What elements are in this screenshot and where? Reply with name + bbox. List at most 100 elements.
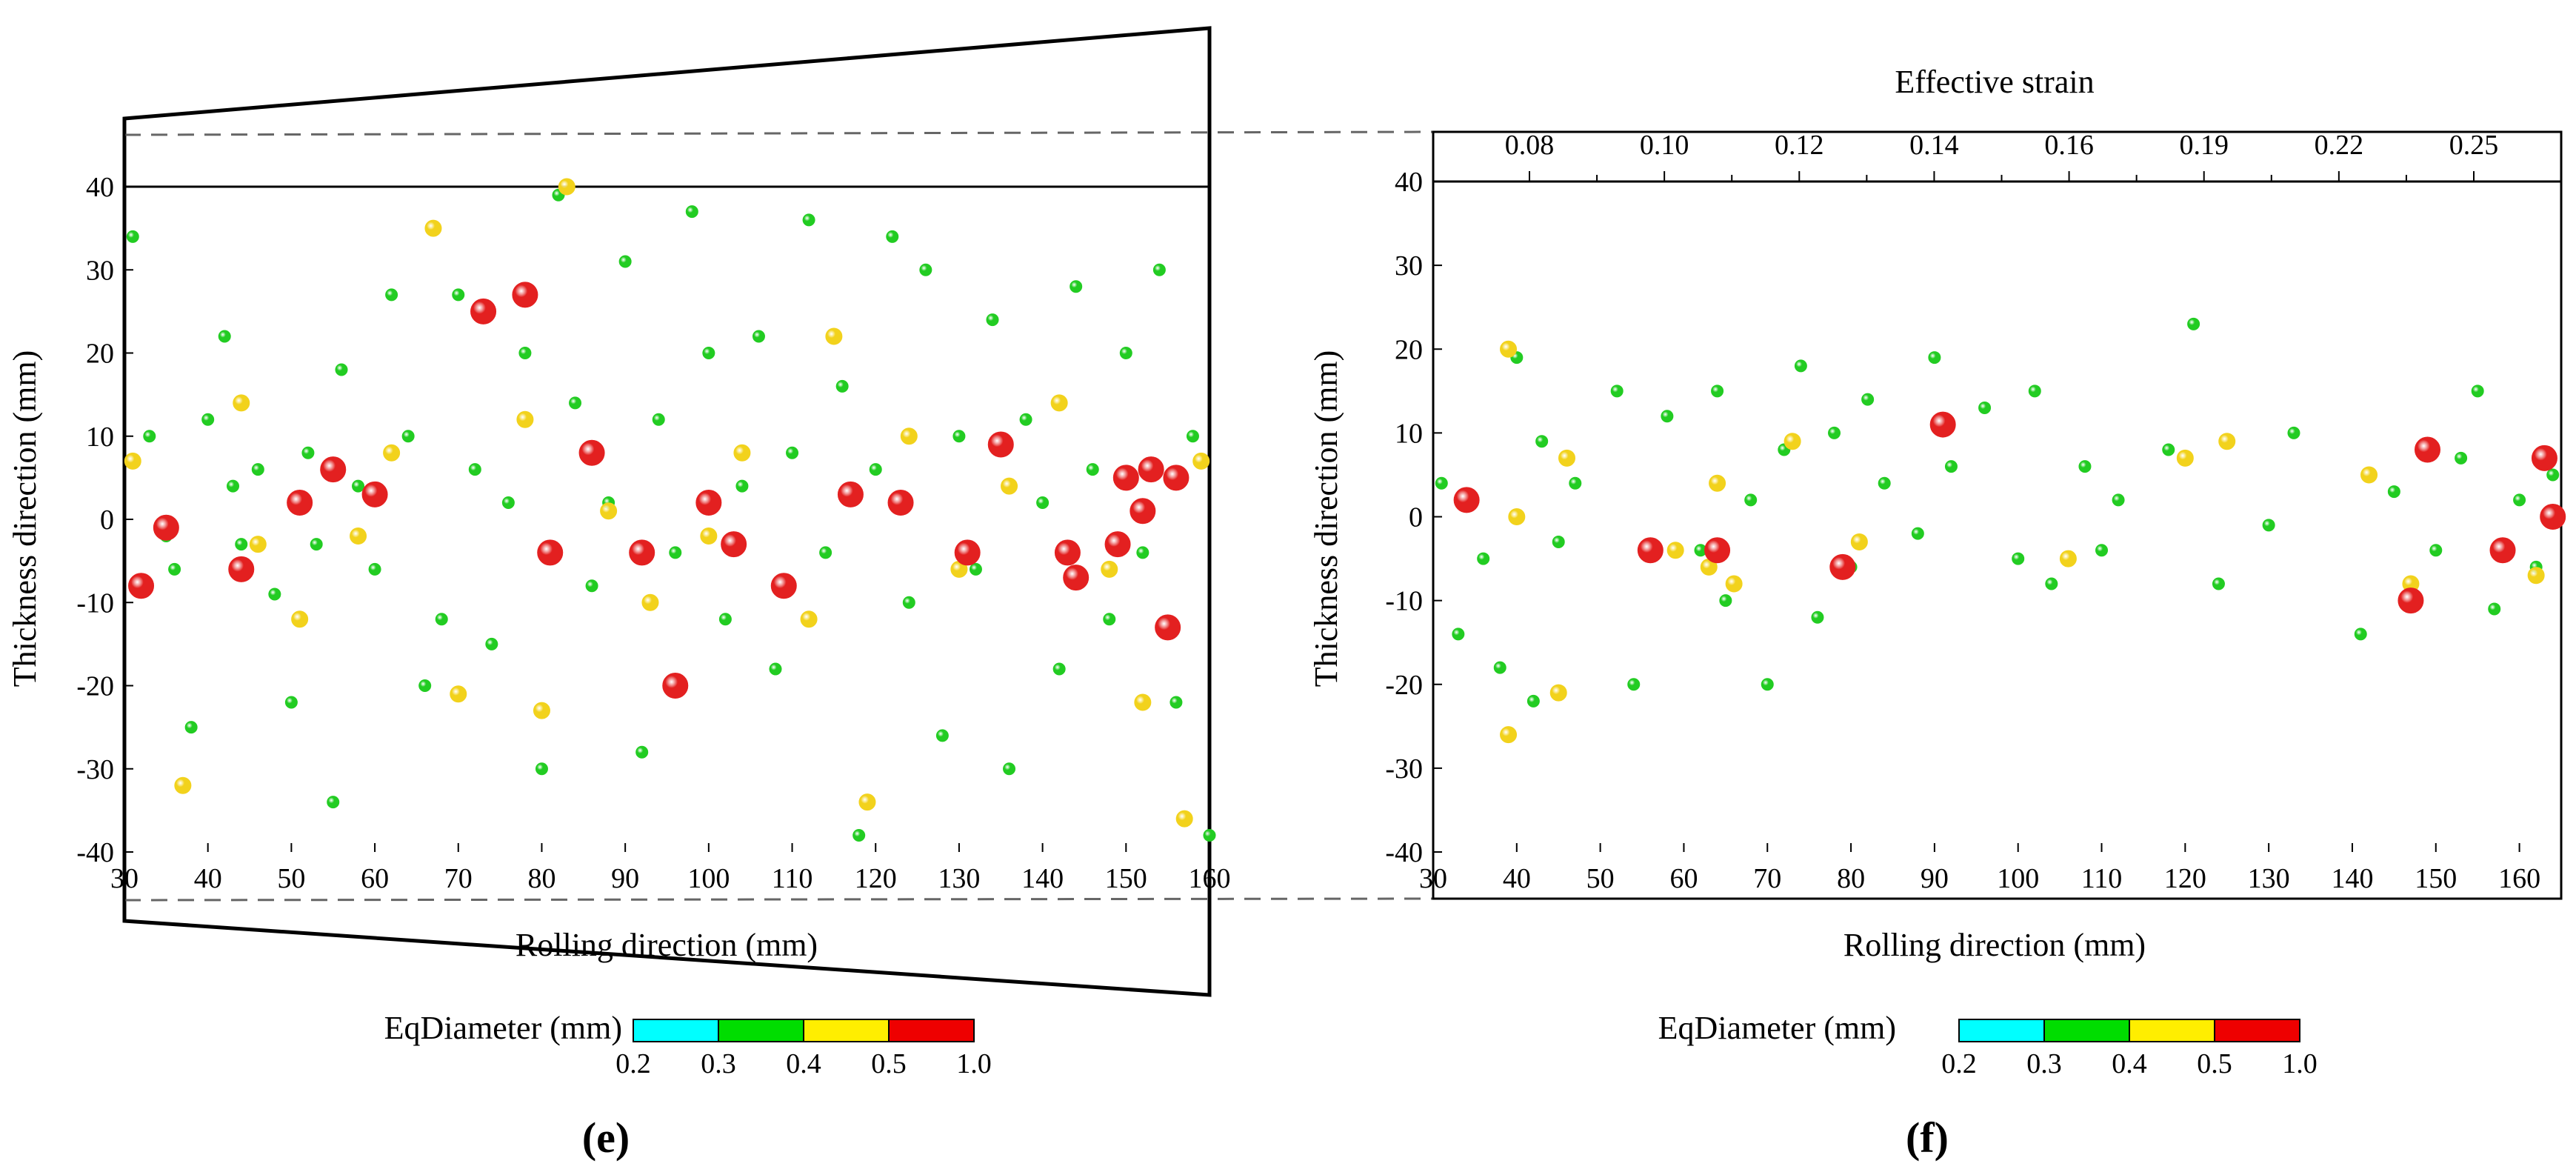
data-point xyxy=(1535,435,1549,448)
data-point xyxy=(327,796,340,809)
data-point xyxy=(2471,385,2484,398)
data-point xyxy=(301,446,315,459)
y-tick-label: 10 xyxy=(86,422,114,453)
data-point xyxy=(227,479,239,493)
plot-f-frame xyxy=(1432,130,2563,900)
data-point xyxy=(1637,537,1664,564)
data-point xyxy=(2028,385,2041,398)
x-tick-label: 50 xyxy=(1586,863,1615,894)
data-point xyxy=(641,593,659,611)
data-point xyxy=(1610,385,1624,398)
data-point xyxy=(578,439,605,466)
data-point xyxy=(2095,544,2109,557)
data-point xyxy=(235,538,248,551)
data-point xyxy=(1709,474,1726,492)
data-point xyxy=(1019,413,1032,426)
colorbar-swatch xyxy=(1958,1019,2045,1042)
data-point xyxy=(1978,401,1992,414)
y-tick-label: 0 xyxy=(100,505,114,536)
data-point xyxy=(2398,588,2424,614)
data-point xyxy=(485,637,498,650)
data-point xyxy=(468,463,481,476)
data-point xyxy=(352,479,365,493)
data-point xyxy=(535,762,548,776)
data-point xyxy=(1508,508,1526,525)
x-tick-label: 100 xyxy=(1997,863,2039,894)
data-point xyxy=(770,573,797,599)
x-tick-label: 90 xyxy=(611,863,639,894)
data-point xyxy=(825,327,843,345)
x-tick-label: 40 xyxy=(1503,863,1531,894)
data-point xyxy=(2287,426,2300,439)
data-point xyxy=(733,444,751,462)
data-point xyxy=(1036,496,1050,510)
x-tick-label: 30 xyxy=(110,863,139,894)
x-tick-label: 80 xyxy=(1837,863,1865,894)
colorbar-swatch xyxy=(2129,1019,2215,1042)
data-point xyxy=(569,396,582,410)
data-point xyxy=(251,463,264,476)
data-point xyxy=(902,596,915,609)
x-tick-label: 80 xyxy=(527,863,555,894)
x-tick-label: 120 xyxy=(855,863,897,894)
data-point xyxy=(819,546,832,559)
data-point xyxy=(512,282,538,308)
x-tick-label: 40 xyxy=(194,863,222,894)
data-point xyxy=(2218,433,2236,450)
x-tick-label: 70 xyxy=(444,863,473,894)
data-point xyxy=(987,431,1014,458)
data-point xyxy=(2387,485,2400,499)
x-tick-label: 100 xyxy=(687,863,730,894)
data-point xyxy=(184,721,198,734)
data-point xyxy=(800,610,818,628)
data-point xyxy=(1811,610,1824,624)
data-point xyxy=(1719,594,1732,608)
data-point xyxy=(1500,340,1518,358)
data-point xyxy=(1928,351,1941,365)
data-point xyxy=(1944,460,1958,473)
data-point xyxy=(1104,531,1131,558)
colorbar-tick-label: 0.2 xyxy=(1941,1048,1977,1079)
data-point xyxy=(2527,567,2545,585)
x-tick-label: 160 xyxy=(1189,863,1231,894)
data-point xyxy=(249,536,267,553)
data-point xyxy=(174,776,192,794)
data-point xyxy=(218,330,231,343)
data-point xyxy=(2546,468,2560,482)
colorbar-tick-label: 0.4 xyxy=(2112,1048,2147,1079)
y-tick-label: -40 xyxy=(76,837,114,868)
data-point xyxy=(1829,553,1856,580)
colorbar-tick-label: 1.0 xyxy=(956,1048,992,1079)
y-tick-label: 20 xyxy=(86,339,114,370)
data-point xyxy=(652,413,665,426)
top-tick-label: 0.14 xyxy=(1909,130,1959,161)
y-tick-label: 30 xyxy=(86,255,114,286)
f-data-points xyxy=(1435,317,2566,744)
data-point xyxy=(858,793,876,811)
data-point xyxy=(869,463,882,476)
panel-e: -40 -30 -20 -10 0 10 20 30 40 30 40 50 60 70 80 90 100 1… xyxy=(7,119,1231,963)
data-point xyxy=(935,729,949,742)
data-point xyxy=(558,178,575,196)
data-point xyxy=(1453,487,1480,513)
data-point xyxy=(284,696,298,709)
data-point xyxy=(143,430,156,443)
colorbar-tick-label: 0.5 xyxy=(871,1048,907,1079)
x-tick-label: 150 xyxy=(2415,863,2457,894)
y-tick-label: 30 xyxy=(1395,250,1423,282)
x-tick-label: 110 xyxy=(772,863,813,894)
data-point xyxy=(2012,552,2025,565)
data-point xyxy=(1203,829,1216,842)
data-point xyxy=(2045,577,2058,590)
data-point xyxy=(435,613,448,626)
data-point xyxy=(368,562,381,576)
data-point xyxy=(1103,613,1116,626)
data-point xyxy=(361,481,388,507)
data-point xyxy=(287,490,313,516)
data-point xyxy=(1477,552,1490,565)
data-point xyxy=(952,430,966,443)
data-point xyxy=(233,394,250,412)
data-point xyxy=(291,610,309,628)
data-point xyxy=(501,496,515,510)
data-point xyxy=(385,288,398,302)
